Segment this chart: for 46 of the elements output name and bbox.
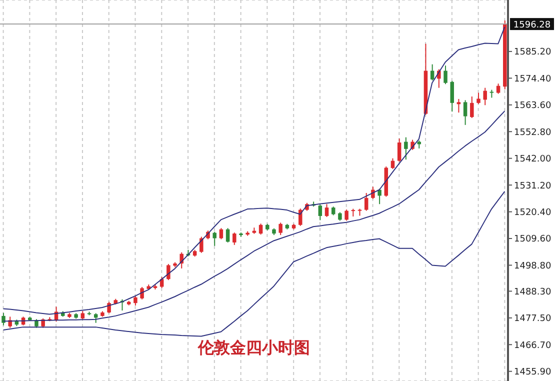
candlestick [404,136,408,160]
text: 伦敦金四小时图 [196,338,311,359]
candlestick [324,204,329,218]
candlestick [318,204,322,221]
y-tick-label: 1585.20 [514,48,552,58]
candlestick [496,83,500,94]
candlestick [212,231,216,246]
y-tick-label: 1563.60 [514,101,552,112]
candlestick [450,80,454,112]
candlestick [107,301,111,314]
candlestick [378,188,382,205]
candlestick [258,223,263,236]
candlestick [200,236,204,254]
y-tick-label: 1531.20 [514,181,552,192]
candlestick [226,228,230,243]
candlestick [180,252,184,269]
candlestick [463,100,468,126]
candlestick [444,65,448,85]
candlestick [278,222,282,236]
y-tick-label: 1488.30 [514,287,552,298]
line-series [2,190,506,337]
y-tick-label: 1509.60 [514,234,552,245]
candlestick [134,296,138,306]
y-tick-label: 1477.50 [514,314,552,324]
candlestick [456,98,461,114]
y-tick-label: 1542.00 [514,154,552,165]
candlestick [232,232,236,246]
candlestick [397,138,402,162]
y-tick-label: 1455.90 [514,368,552,378]
y-tick-label: 1498.80 [514,261,552,272]
y-tick-label: 1552.80 [514,128,552,138]
candlestick [344,209,348,222]
candlestick [430,64,434,81]
y-tick-label: 1520.40 [514,208,552,218]
y-tick-label: 1574.40 [514,74,552,84]
candlestick [483,87,487,106]
candlestick [140,286,144,300]
ref-line-label: 1596.28 [513,20,551,31]
candlestick [476,92,480,104]
candlestick [364,192,368,212]
candlestick [390,158,395,170]
candlestick [94,312,98,324]
y-tick-label: 1466.70 [514,340,552,351]
candlestick [470,96,474,119]
candlestick [166,263,170,281]
candlestick [2,312,6,326]
